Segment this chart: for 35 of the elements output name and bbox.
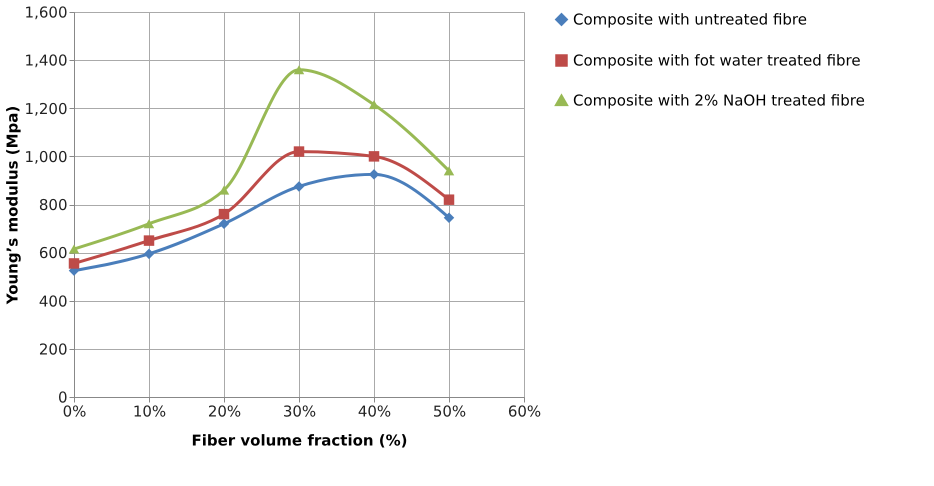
point <box>294 146 304 157</box>
y-tick-label: 400 <box>38 292 68 310</box>
point <box>68 258 80 269</box>
point <box>444 166 454 176</box>
point <box>218 208 230 220</box>
y-tick-label: 600 <box>38 244 68 262</box>
y-tick-label: 1,400 <box>24 52 68 70</box>
y-tick-label: 200 <box>38 340 68 358</box>
point <box>144 248 154 260</box>
point <box>368 100 380 110</box>
legend-label: Composite with fot water treated fibre <box>573 52 861 70</box>
y-axis-title: Young’s modulus (Mpa) <box>4 106 22 306</box>
point <box>368 151 380 162</box>
legend-label: Composite with 2% NaOH treated fibre <box>573 92 865 110</box>
point <box>294 181 304 192</box>
x-tick-label: 20% <box>208 402 242 420</box>
y-tick-label: 1,200 <box>24 100 68 118</box>
x-tick-label: 60% <box>508 402 542 420</box>
point <box>294 65 304 74</box>
x-axis-title: Fiber volume fraction (%) <box>191 432 408 450</box>
point <box>444 194 454 205</box>
x-tick-label: 40% <box>358 402 392 420</box>
x-tick-label: 10% <box>132 402 166 420</box>
y-tick-label: 1,000 <box>24 148 68 166</box>
point <box>68 244 80 254</box>
y-tick-label: 1,600 <box>24 4 68 22</box>
x-tick-label: 30% <box>282 402 316 420</box>
x-tick-label: 50% <box>432 402 466 420</box>
point <box>368 169 380 180</box>
point <box>144 219 154 228</box>
point <box>144 235 154 246</box>
point <box>218 218 230 229</box>
y-tick-label: 800 <box>38 196 68 214</box>
legend-label: Composite with untreated fibre <box>573 10 808 28</box>
point <box>444 212 454 223</box>
